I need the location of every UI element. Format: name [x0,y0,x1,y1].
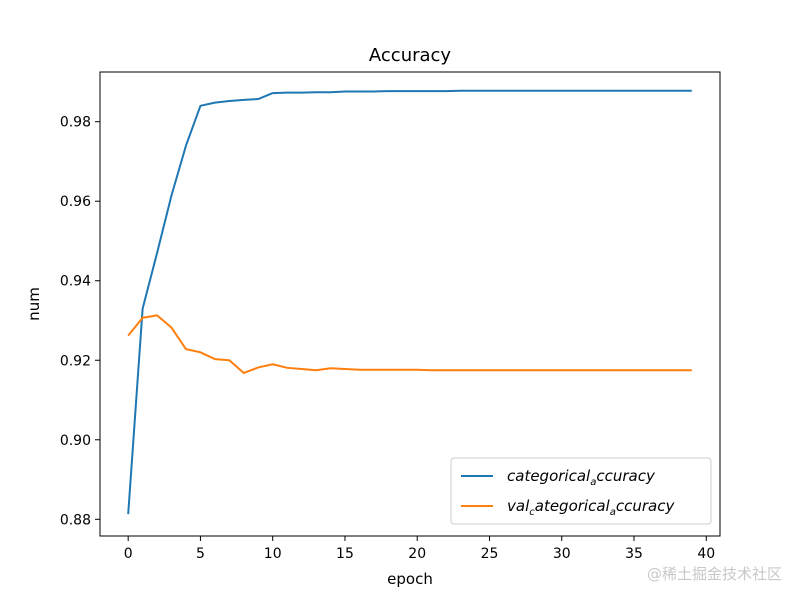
y-tick-label: 0.88 [60,512,91,528]
series-layer [127,89,692,515]
y-axis: 0.88 0.90 0.92 0.94 0.96 0.98 [60,115,100,528]
x-tick-label: 5 [196,546,205,562]
y-tick-label: 0.94 [60,274,91,290]
x-axis: 0 5 10 15 20 25 30 35 40 [124,536,715,562]
y-tick-label: 0.92 [60,353,91,369]
x-tick-label: 30 [553,546,571,562]
x-tick-label: 10 [264,546,282,562]
x-tick-label: 15 [336,546,354,562]
legend-box [450,457,712,525]
y-tick-label: 0.98 [60,115,91,131]
x-tick-label: 20 [408,546,426,562]
x-tick-label: 25 [481,546,499,562]
x-axis-label: epoch [387,570,433,588]
chart-title: Accuracy [369,45,452,66]
series-line-categorical-accuracy [127,89,692,515]
y-axis-label: num [25,287,43,321]
series-line-val-categorical-accuracy [127,314,692,374]
legend-label-val-categorical-accuracy: valcategoricalaccuracy [507,497,675,518]
y-tick-label: 0.96 [60,194,91,210]
y-tick-label: 0.90 [60,433,91,449]
legend: categoricalaccuracy valcategoricalaccura… [450,457,712,525]
x-tick-label: 40 [697,546,715,562]
x-tick-label: 0 [124,546,133,562]
x-tick-label: 35 [625,546,643,562]
plot-frame [99,71,721,537]
legend-label-categorical-accuracy: categoricalaccuracy [507,467,656,488]
watermark: @稀土掘金技术社区 [647,565,782,583]
